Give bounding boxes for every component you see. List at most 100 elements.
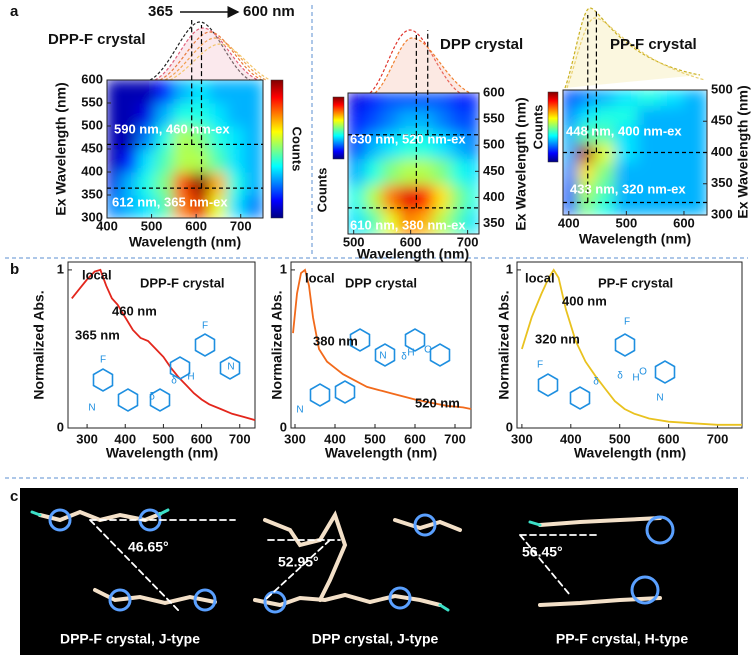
heatmap-cell	[415, 183, 434, 211]
x-tick-label: 500	[364, 431, 386, 446]
heatmap-cell	[563, 123, 578, 144]
heatmap-cell	[191, 125, 211, 150]
heatmap-cell	[432, 131, 452, 159]
heatmap-cell	[450, 108, 468, 133]
heatmap-cells	[563, 90, 707, 215]
heatmap-cell	[348, 131, 366, 159]
heatmap-cell	[683, 123, 707, 144]
heatmap-cell	[226, 148, 246, 173]
heatmap-cell	[137, 80, 157, 104]
colorbar	[270, 79, 284, 219]
heatmap-cell	[398, 210, 417, 234]
atom-label: F	[624, 317, 630, 328]
heatmap-cell	[191, 194, 211, 218]
y-tick-label: 500	[711, 81, 733, 96]
heatmap-cell	[173, 102, 193, 127]
heatmap-cell	[637, 198, 662, 215]
heatmap-cell	[683, 180, 707, 200]
molecule-ring	[349, 328, 371, 352]
heatmap-cell	[381, 210, 400, 234]
heatmap-cells	[348, 93, 479, 234]
atom-label: F	[100, 355, 106, 366]
molecule-ring	[614, 333, 636, 357]
molecule-ring	[569, 386, 591, 410]
heatmap-cell	[398, 93, 417, 110]
heatmap-cell	[209, 171, 228, 196]
absorption-line	[292, 268, 472, 410]
colorbar	[332, 96, 345, 160]
y-tick-label: 550	[81, 94, 103, 109]
heatmap	[348, 93, 479, 234]
heatmap-cell	[683, 90, 707, 107]
heatmap-cell	[398, 157, 417, 185]
molecule-ring	[309, 383, 331, 407]
x-axis-label: Wavelength (nm)	[574, 445, 686, 461]
panel-label: a	[10, 3, 19, 20]
y-tick-label: 500	[81, 117, 103, 132]
y-tick-label: 350	[483, 215, 505, 230]
y-axis-label: Normalized Abs.	[496, 290, 512, 399]
caption: DPP-F crystal, J-type	[60, 631, 200, 647]
heatmap-cell	[173, 171, 193, 196]
chart-title: DPP crystal	[345, 275, 417, 290]
heatmap-cell	[660, 90, 685, 107]
heatmap-cell	[683, 105, 707, 125]
atom-label: N	[656, 393, 663, 404]
angle-label: 56.45°	[522, 544, 563, 560]
heatmap-cell	[244, 194, 263, 218]
annotation: 460 nm	[112, 303, 157, 318]
heatmap-cell	[576, 198, 596, 215]
heatmap-cell	[432, 157, 452, 185]
heatmap-cell	[563, 90, 578, 107]
heatmap	[107, 80, 263, 218]
heatmap-cell	[466, 131, 479, 159]
heatmap-cell	[364, 131, 383, 159]
atom-label: H	[407, 348, 414, 359]
annotation: local	[305, 270, 335, 285]
molecule-ring	[374, 343, 396, 367]
y-tick-label: 600	[81, 71, 103, 86]
heatmap-cell	[637, 90, 662, 107]
x-axis-label: Wavelength (nm)	[579, 231, 691, 247]
heatmap-cell	[364, 108, 383, 133]
annotation: local	[525, 270, 555, 285]
heatmap-cell	[594, 123, 616, 144]
heatmap-cell	[660, 180, 685, 200]
heatmap-cell	[381, 108, 400, 133]
x-tick-label: 500	[609, 431, 631, 446]
heatmap-cell	[107, 125, 121, 150]
chart-title: PP-F crystal	[610, 36, 697, 53]
heatmap-cell	[594, 142, 616, 163]
heatmap-cell	[226, 125, 246, 150]
colorbar-label: Counts	[290, 127, 305, 172]
absorption-line	[71, 268, 256, 421]
heatmap-cell	[466, 157, 479, 185]
heatmap-cell	[107, 102, 121, 127]
heatmap-cell	[683, 161, 707, 182]
atom-label: N	[88, 403, 95, 414]
peak-label: 630 nm, 520 nm-ex	[350, 131, 466, 146]
heatmap-cell	[450, 157, 468, 185]
heatmap-cell	[191, 148, 211, 173]
heatmap-cell	[637, 123, 662, 144]
chart-title: DPP-F crystal	[48, 31, 146, 48]
heatmap-cell	[209, 80, 228, 104]
y-tick-label: 350	[81, 186, 103, 201]
chart-title: DPP-F crystal	[140, 275, 225, 290]
heatmap-cell	[348, 108, 366, 133]
heatmap-cell	[209, 194, 228, 218]
x-tick-label: 500	[141, 218, 163, 233]
heatmap-cell	[244, 171, 263, 196]
atom-label: δ	[617, 371, 623, 382]
molecule-ring	[169, 356, 191, 380]
heatmap-cell	[107, 194, 121, 218]
y-axis-label: Normalized Abs.	[31, 290, 47, 399]
heatmap-cell	[137, 194, 157, 218]
heatmap-cell	[209, 148, 228, 173]
heatmap-cell	[364, 157, 383, 185]
atom-label: N	[227, 362, 234, 373]
x-axis-label: Wavelength (nm)	[106, 445, 218, 461]
x-tick-label: 300	[76, 431, 98, 446]
heatmap-cell	[226, 80, 246, 104]
heatmap-cell	[683, 142, 707, 163]
